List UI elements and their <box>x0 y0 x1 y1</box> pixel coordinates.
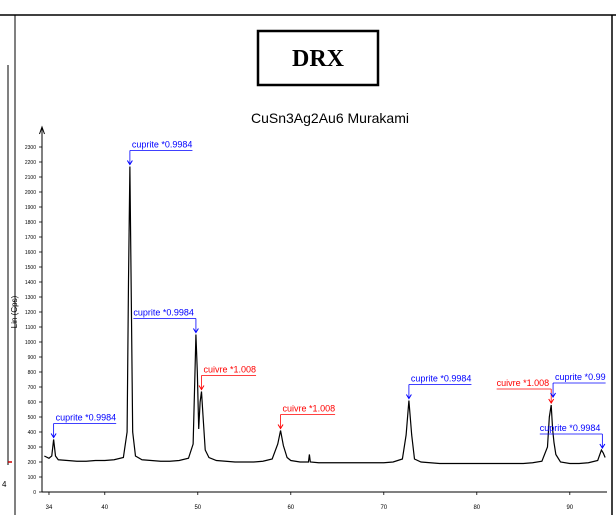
annotation-label: cuprite *0.9984 <box>132 140 193 150</box>
x-tick-label: 34 <box>46 505 53 511</box>
annotation-label: cuprite *0.9984 <box>133 308 194 318</box>
y-tick-label: 700 <box>28 385 37 391</box>
y-tick-label: 2000 <box>25 190 36 196</box>
annotation-label: cuprite *0.9984 <box>411 374 472 384</box>
annotation-label: cuivre *1.008 <box>283 404 336 414</box>
annotation-label: cuprite *0.9984 <box>540 423 601 433</box>
y-tick-label: 900 <box>28 355 37 361</box>
annotation-arrow <box>550 392 556 398</box>
y-tick-label: 1200 <box>25 310 36 316</box>
y-tick-label: 1000 <box>25 340 36 346</box>
annotation-arrow <box>192 328 199 334</box>
y-tick-label: 300 <box>28 445 37 451</box>
chart-title: CuSn3Ag2Au6 Murakami <box>251 110 409 126</box>
y-tick-label: 1400 <box>25 280 36 286</box>
box-label: DRX <box>292 46 345 72</box>
y-axis-label: Lin (Cps) <box>10 295 19 328</box>
y-tick-label: 200 <box>28 460 37 466</box>
annotation-arrow <box>50 433 57 439</box>
annotation-arrow <box>599 443 606 449</box>
y-tick-label: 1100 <box>25 325 36 331</box>
annotation-label: cuivre *1.008 <box>204 365 257 375</box>
y-tick-label: 1800 <box>25 220 36 226</box>
annotation-label: cuivre *1.008 <box>497 378 550 388</box>
annotation-arrow <box>405 394 412 400</box>
annotation-arrow <box>277 424 284 430</box>
x-tick-label: 40 <box>101 505 108 511</box>
y-tick-label: 1900 <box>25 205 36 211</box>
y-tick-label: 1300 <box>25 295 36 301</box>
y-tick-label: 800 <box>28 370 37 376</box>
box <box>256 29 380 87</box>
y-tick-label: 1700 <box>25 235 36 241</box>
side-label: 4 <box>2 480 7 489</box>
y-tick-label: 1600 <box>25 250 36 256</box>
pattern-line <box>44 166 606 465</box>
annotation-label: cuprite *0.9984 <box>56 413 117 423</box>
x-tick-label: 90 <box>566 505 573 511</box>
y-tick-label: 2100 <box>25 175 36 181</box>
y-tick-label: 0 <box>33 490 36 496</box>
annotation-arrow <box>126 160 133 166</box>
y-tick-label: 2200 <box>25 160 36 166</box>
y-tick-label: 600 <box>28 400 37 406</box>
y-tick-label: 400 <box>28 430 37 436</box>
annotation-arrow <box>198 385 205 391</box>
y-tick-label: 2300 <box>25 145 36 151</box>
y-tick-label: 100 <box>28 475 37 481</box>
x-tick-label: 70 <box>380 505 387 511</box>
x-tick-label: 50 <box>194 505 201 511</box>
annotation-arrow <box>548 398 555 404</box>
y-axis-arrow <box>39 125 45 135</box>
plot: 0 100 200 300 400 500 600 700 800 900 1000 1100 1200… <box>25 125 607 511</box>
y-tick-label: 1500 <box>25 265 36 271</box>
y-tick-label: 500 <box>28 415 37 421</box>
annotation-label: cuprite *0.99 <box>555 372 606 382</box>
x-tick-label: 60 <box>287 505 294 511</box>
x-tick-label: 80 <box>473 505 480 511</box>
